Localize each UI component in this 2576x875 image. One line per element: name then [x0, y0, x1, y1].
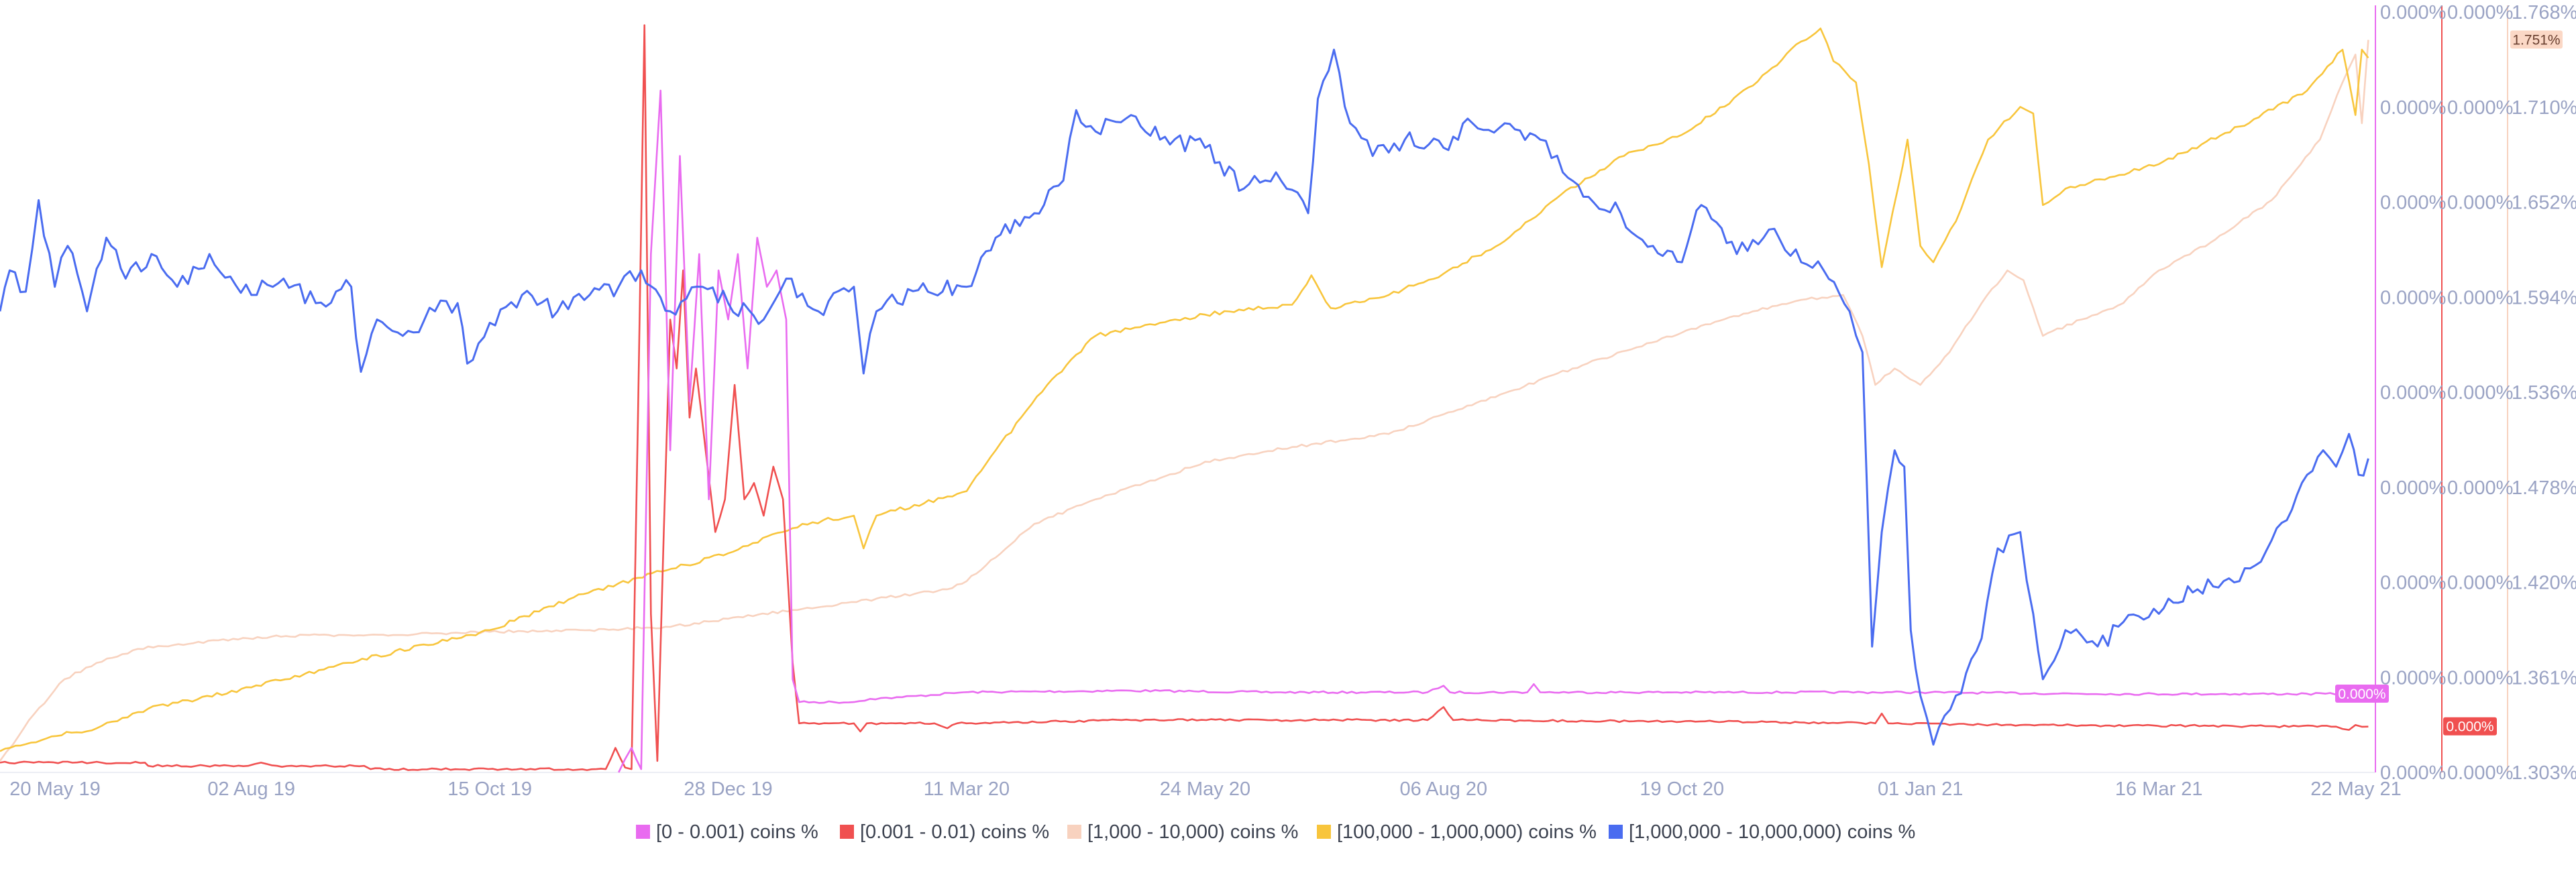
- y-tick-label: 0.000%: [2380, 573, 2446, 594]
- legend-swatch: [1067, 825, 1081, 839]
- x-tick-label: 24 May 20: [1160, 778, 1250, 800]
- y-tick-label: 0.000%: [2447, 382, 2513, 404]
- y-tick-label: 0.000%: [2380, 192, 2446, 214]
- y-tick-label: 0.000%: [2447, 2, 2513, 23]
- legend-swatch: [1317, 825, 1331, 839]
- y-tick-label: 0.000%: [2380, 477, 2446, 499]
- value-badge: [2443, 717, 2497, 736]
- x-tick-label: 20 May 19: [9, 778, 100, 800]
- legend-label: [100,000 - 1,000,000) coins %: [1337, 821, 1597, 843]
- y-tick-label: 0.000%: [2447, 477, 2513, 499]
- x-tick-label: 28 Dec 19: [684, 778, 772, 800]
- y-tick-label: 1.420%: [2512, 573, 2576, 594]
- series-line: [0, 27, 2369, 752]
- y-tick-label: 1.478%: [2512, 477, 2576, 499]
- y-tick-label: 0.000%: [2380, 762, 2446, 784]
- y-tick-label: 0.000%: [2380, 287, 2446, 308]
- y-tick-label: 1.303%: [2512, 762, 2576, 784]
- legend-label: [0.001 - 0.01) coins %: [860, 821, 1049, 843]
- x-tick-label: 19 Oct 20: [1640, 778, 1724, 800]
- legend-label: [1,000,000 - 10,000,000) coins %: [1629, 821, 1915, 843]
- y-tick-label: 0.000%: [2447, 762, 2513, 784]
- legend-swatch: [1609, 825, 1623, 839]
- value-badge-label: 0.000%: [2338, 687, 2385, 702]
- value-badge: [2335, 684, 2389, 703]
- series-line: [0, 40, 2369, 762]
- series-line: [0, 48, 2369, 746]
- y-tick-label: 0.000%: [2447, 192, 2513, 214]
- y-tick-label: 0.000%: [2380, 382, 2446, 404]
- x-tick-label: 16 Mar 21: [2115, 778, 2203, 800]
- x-tick-label: 01 Jan 21: [1878, 778, 1963, 800]
- y-tick-label: 1.536%: [2512, 382, 2576, 404]
- legend-label: [1,000 - 10,000) coins %: [1087, 821, 1298, 843]
- x-tick-label: 22 May 21: [2310, 778, 2401, 800]
- legend-swatch: [840, 825, 854, 839]
- value-badge-label: 0.000%: [2446, 719, 2493, 735]
- x-tick-label: 11 Mar 20: [924, 778, 1010, 800]
- y-tick-label: 0.000%: [2447, 97, 2513, 119]
- y-tick-label: 0.000%: [2380, 2, 2446, 23]
- series-line: [618, 89, 2369, 773]
- y-tick-label: 1.652%: [2512, 192, 2576, 214]
- value-badge: [2510, 30, 2563, 49]
- y-tick-label: 1.594%: [2512, 287, 2576, 308]
- legend-swatch: [636, 825, 650, 839]
- y-tick-label: 0.000%: [2380, 667, 2446, 689]
- legend-label: [0 - 0.001) coins %: [656, 821, 818, 843]
- y-tick-label: 1.361%: [2512, 667, 2576, 689]
- y-tick-label: 1.768%: [2512, 2, 2576, 23]
- x-tick-label: 02 Aug 19: [207, 778, 295, 800]
- y-tick-label: 1.710%: [2512, 97, 2576, 119]
- y-tick-label: 0.000%: [2447, 667, 2513, 689]
- value-badge-label: 1.751%: [2512, 32, 2560, 48]
- y-tick-label: 0.000%: [2447, 573, 2513, 594]
- series-line: [0, 24, 2369, 771]
- y-tick-label: 0.000%: [2447, 287, 2513, 308]
- x-tick-label: 15 Oct 19: [447, 778, 532, 800]
- y-tick-label: 0.000%: [2380, 97, 2446, 119]
- x-tick-label: 06 Aug 20: [1400, 778, 1488, 800]
